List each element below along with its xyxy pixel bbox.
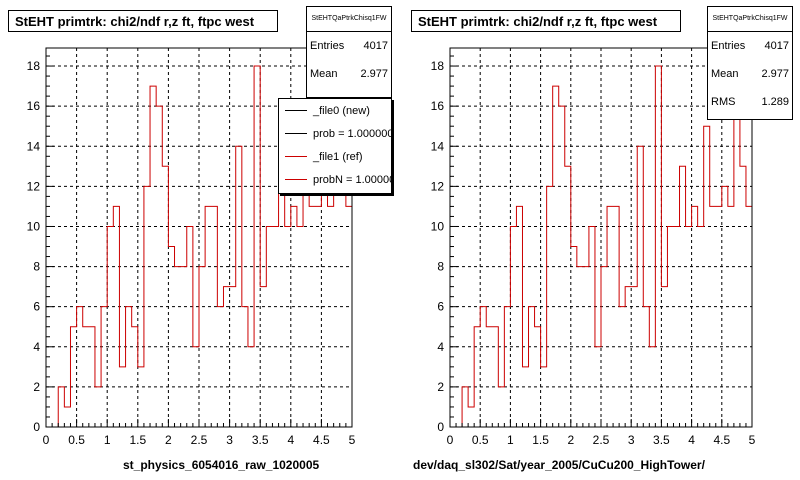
stats-row-rms: RMS 1.289 [708, 88, 792, 116]
stats-name: StEHTQaPtrkChisq1FW [708, 7, 792, 32]
legend-swatch [285, 133, 307, 134]
y-tick-label: 6 [437, 300, 444, 314]
x-tick-label: 2 [165, 433, 172, 447]
stats-value: 4017 [363, 40, 388, 52]
y-tick-label: 8 [33, 260, 40, 274]
y-tick-label: 10 [431, 219, 445, 233]
y-tick-label: 16 [431, 99, 445, 113]
stats-value: 1.289 [761, 96, 789, 108]
legend-entry: _file0 (new) [279, 99, 391, 122]
stats-value: 4017 [764, 40, 789, 52]
legend-label: _file0 (new) [313, 104, 370, 117]
x-tick-label: 3 [226, 433, 233, 447]
x-tick-label: 0.5 [472, 433, 489, 447]
stats-row-entries: Entries 4017 [708, 32, 792, 60]
stats-label: Entries [711, 40, 746, 52]
x-tick-label: 0 [43, 433, 50, 447]
stats-label: Mean [711, 68, 739, 80]
legend-entry: prob = 1.000000 [279, 122, 391, 145]
y-tick-label: 12 [431, 179, 445, 193]
stats-row-mean: Mean 2.977 [307, 60, 391, 88]
x-axis-label-right: dev/daq_sl302/Sat/year_2005/CuCu200_High… [413, 458, 705, 472]
x-tick-label: 0 [447, 433, 454, 447]
x-tick-label: 5 [749, 433, 756, 447]
stats-value: 2.977 [360, 68, 388, 80]
legend-box: _file0 (new) prob = 1.000000 _file1 (ref… [278, 98, 392, 194]
x-tick-label: 4.5 [313, 433, 330, 447]
legend-label: prob = 1.000000 [313, 127, 392, 140]
x-tick-label: 0.5 [68, 433, 85, 447]
histogram-plot-left: 0 0.5 1 1.5 2 2.5 3 3.5 4 4.5 5 0 2 4 6 8 10 12 14 16 18 [27, 47, 356, 447]
chart-title-right: StEHT primtrk: chi2/ndf r,z ft, ftpc wes… [411, 10, 681, 32]
y-tick-label: 8 [437, 260, 444, 274]
y-tick-label: 0 [437, 420, 444, 434]
stats-box-left: StEHTQaPtrkChisq1FW Entries 4017 Mean 2.… [306, 6, 392, 98]
legend-entry: _file1 (ref) [279, 145, 391, 168]
x-tick-label: 2.5 [593, 433, 610, 447]
y-tick-label: 0 [33, 420, 40, 434]
y-tick-label: 4 [33, 340, 40, 354]
y-tick-label: 6 [33, 300, 40, 314]
y-tick-label: 18 [431, 59, 445, 73]
y-tick-label: 18 [27, 59, 41, 73]
y-tick-label: 14 [431, 139, 445, 153]
x-tick-label: 1.5 [129, 433, 146, 447]
stats-row-entries: Entries 4017 [307, 32, 391, 60]
x-tick-label: 5 [349, 433, 356, 447]
histogram-series [46, 65, 352, 428]
stats-label: Entries [310, 40, 345, 52]
legend-swatch [285, 156, 307, 157]
legend-entry: probN = 1.000000 [279, 168, 391, 191]
y-tick-label: 14 [27, 139, 41, 153]
stats-name: StEHTQaPtrkChisq1FW [307, 7, 391, 32]
y-tick-label: 2 [437, 380, 444, 394]
x-tick-label: 3 [628, 433, 635, 447]
x-tick-label: 2 [567, 433, 574, 447]
stats-row-mean: Mean 2.977 [708, 60, 792, 88]
y-tick-label: 16 [27, 99, 41, 113]
x-tick-label: 4 [287, 433, 294, 447]
x-tick-label: 1 [104, 433, 111, 447]
y-tick-label: 10 [27, 219, 41, 233]
y-tick-label: 4 [437, 340, 444, 354]
legend-label: probN = 1.000000 [313, 173, 391, 186]
legend-swatch [285, 179, 307, 180]
x-tick-label: 4 [688, 433, 695, 447]
x-tick-label: 1.5 [532, 433, 549, 447]
stats-label: Mean [310, 68, 338, 80]
y-tick-label: 2 [33, 380, 40, 394]
x-tick-label: 1 [507, 433, 514, 447]
histogram-plot-right: 0 0.5 1 1.5 2 2.5 3 3.5 4 4.5 5 0 2 4 6 8 10 12 14 16 18 [431, 47, 756, 447]
stats-value: 2.977 [761, 68, 789, 80]
legend-swatch [285, 110, 307, 111]
x-tick-label: 4.5 [713, 433, 730, 447]
x-tick-label: 3.5 [653, 433, 670, 447]
x-tick-label: 2.5 [191, 433, 208, 447]
y-tick-label: 12 [27, 179, 41, 193]
legend-label: _file1 (ref) [313, 150, 363, 163]
chart-title-left: StEHT primtrk: chi2/ndf r,z ft, ftpc wes… [8, 10, 278, 32]
histogram-series [450, 65, 752, 428]
stats-box-right: StEHTQaPtrkChisq1FW Entries 4017 Mean 2.… [707, 6, 793, 120]
x-axis-label-left: st_physics_6054016_raw_1020005 [123, 458, 320, 472]
stats-label: RMS [711, 96, 736, 108]
x-tick-label: 3.5 [252, 433, 269, 447]
